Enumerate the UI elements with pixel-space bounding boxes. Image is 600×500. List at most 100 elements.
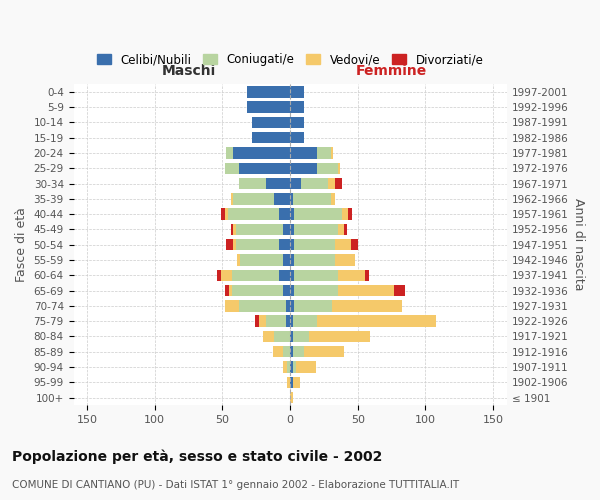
Bar [230,224,233,235]
Bar [226,147,233,158]
Bar [290,316,293,327]
Bar [283,224,290,235]
Bar [217,270,221,281]
Bar [338,270,365,281]
Bar [309,330,370,342]
Bar [272,346,283,358]
Text: COMUNE DI CANTIANO (PU) - Dati ISTAT 1° gennaio 2002 - Elaborazione TUTTITALIA.I: COMUNE DI CANTIANO (PU) - Dati ISTAT 1° … [12,480,459,490]
Bar [290,178,301,190]
Bar [293,346,304,358]
Bar [263,330,274,342]
Bar [279,208,290,220]
Bar [290,392,293,404]
Bar [274,330,290,342]
Bar [283,346,290,358]
Bar [225,162,239,174]
Bar [252,132,290,143]
Bar [290,224,294,235]
Bar [229,285,232,296]
Text: Popolazione per età, sesso e stato civile - 2002: Popolazione per età, sesso e stato civil… [12,450,382,464]
Bar [266,316,286,327]
Bar [294,208,341,220]
Bar [233,147,290,158]
Bar [239,162,290,174]
Bar [290,346,293,358]
Bar [232,285,283,296]
Bar [304,346,344,358]
Bar [240,254,283,266]
Bar [290,132,304,143]
Bar [351,239,358,250]
Bar [294,254,335,266]
Bar [290,270,294,281]
Bar [283,362,287,373]
Bar [287,362,290,373]
Bar [287,376,290,388]
Legend: Celibi/Nubili, Coniugati/e, Vedovi/e, Divorziati/e: Celibi/Nubili, Coniugati/e, Vedovi/e, Di… [92,48,488,70]
Bar [290,162,317,174]
Bar [294,270,338,281]
Bar [233,193,274,204]
Bar [338,224,344,235]
Bar [293,362,296,373]
Bar [338,162,340,174]
Bar [233,239,236,250]
Bar [228,208,279,220]
Bar [225,300,239,312]
Bar [259,316,266,327]
Bar [290,300,294,312]
Bar [286,300,290,312]
Bar [290,254,294,266]
Bar [286,316,290,327]
Text: Femmine: Femmine [356,64,427,78]
Bar [293,330,309,342]
Bar [279,239,290,250]
Bar [290,116,304,128]
Bar [290,208,294,220]
Bar [236,239,279,250]
Bar [349,208,352,220]
Bar [296,362,316,373]
Bar [293,193,331,204]
Bar [294,285,338,296]
Bar [225,285,229,296]
Bar [394,285,405,296]
Bar [233,224,236,235]
Bar [255,316,259,327]
Bar [290,239,294,250]
Bar [247,86,290,98]
Bar [290,285,294,296]
Bar [294,239,335,250]
Bar [335,254,355,266]
Bar [283,285,290,296]
Bar [225,208,228,220]
Bar [294,224,338,235]
Y-axis label: Fasce di età: Fasce di età [15,208,28,282]
Bar [221,270,232,281]
Bar [293,376,299,388]
Bar [274,193,290,204]
Bar [341,208,349,220]
Bar [290,193,293,204]
Bar [344,224,347,235]
Y-axis label: Anni di nascita: Anni di nascita [572,198,585,291]
Bar [293,316,317,327]
Bar [239,300,286,312]
Text: Maschi: Maschi [161,64,216,78]
Bar [335,178,341,190]
Bar [232,270,279,281]
Bar [331,193,335,204]
Bar [290,86,304,98]
Bar [221,208,225,220]
Bar [365,270,368,281]
Bar [283,254,290,266]
Bar [236,224,283,235]
Bar [239,178,266,190]
Bar [317,162,338,174]
Bar [338,285,394,296]
Bar [290,376,293,388]
Bar [252,116,290,128]
Bar [331,147,334,158]
Bar [238,254,240,266]
Bar [230,193,233,204]
